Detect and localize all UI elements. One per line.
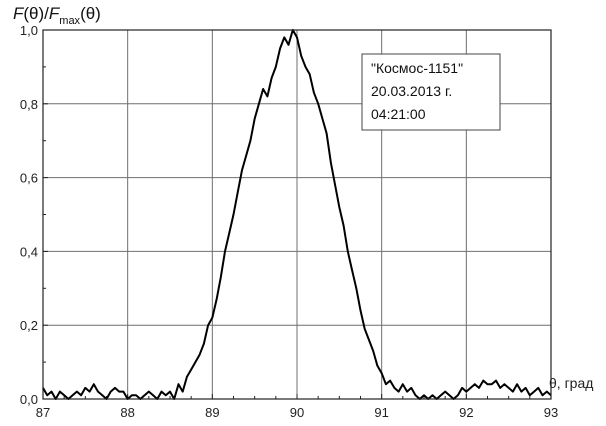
y-axis-title-part1: (θ)/: [23, 4, 49, 23]
annotation-line-1: "Космос-1151": [371, 60, 463, 76]
annotation: "Космос-1151" 20.03.2013 г. 04:21:00: [361, 53, 501, 131]
tick-labels: 87 88 89 90 91 92 93 0,0 0,2 0,4 0,6 0,8 1,0: [20, 23, 558, 420]
x-tick-label: 87: [36, 405, 50, 420]
x-axis-title: θ, град: [549, 375, 593, 391]
x-tick-label: 90: [290, 405, 304, 420]
y-tick-label: 0,8: [20, 97, 38, 112]
y-axis-title-sub: max: [59, 15, 80, 27]
y-tick-label: 0,0: [20, 392, 38, 407]
y-tick-label: 0,6: [20, 171, 38, 186]
annotation-line-2: 20.03.2013 г.: [371, 83, 452, 99]
x-tick-label: 93: [544, 405, 558, 420]
y-tick-label: 0,2: [20, 318, 38, 333]
x-tick-label: 92: [459, 405, 473, 420]
y-axis-title-part2: (θ): [80, 4, 101, 23]
y-tick-label: 0,4: [20, 244, 38, 259]
x-tick-label: 91: [374, 405, 388, 420]
plot-frame: [42, 29, 552, 400]
y-tick-label: 1,0: [20, 23, 38, 38]
x-tick-label: 88: [120, 405, 134, 420]
y-axis-title: F(θ)/Fmax(θ): [13, 4, 101, 27]
annotation-line-3: 04:21:00: [371, 106, 426, 122]
x-tick-label: 89: [205, 405, 219, 420]
y-axis-title-f: F: [13, 4, 25, 23]
annotation-box: [361, 53, 501, 131]
y-axis-title-f2: F: [49, 4, 61, 23]
